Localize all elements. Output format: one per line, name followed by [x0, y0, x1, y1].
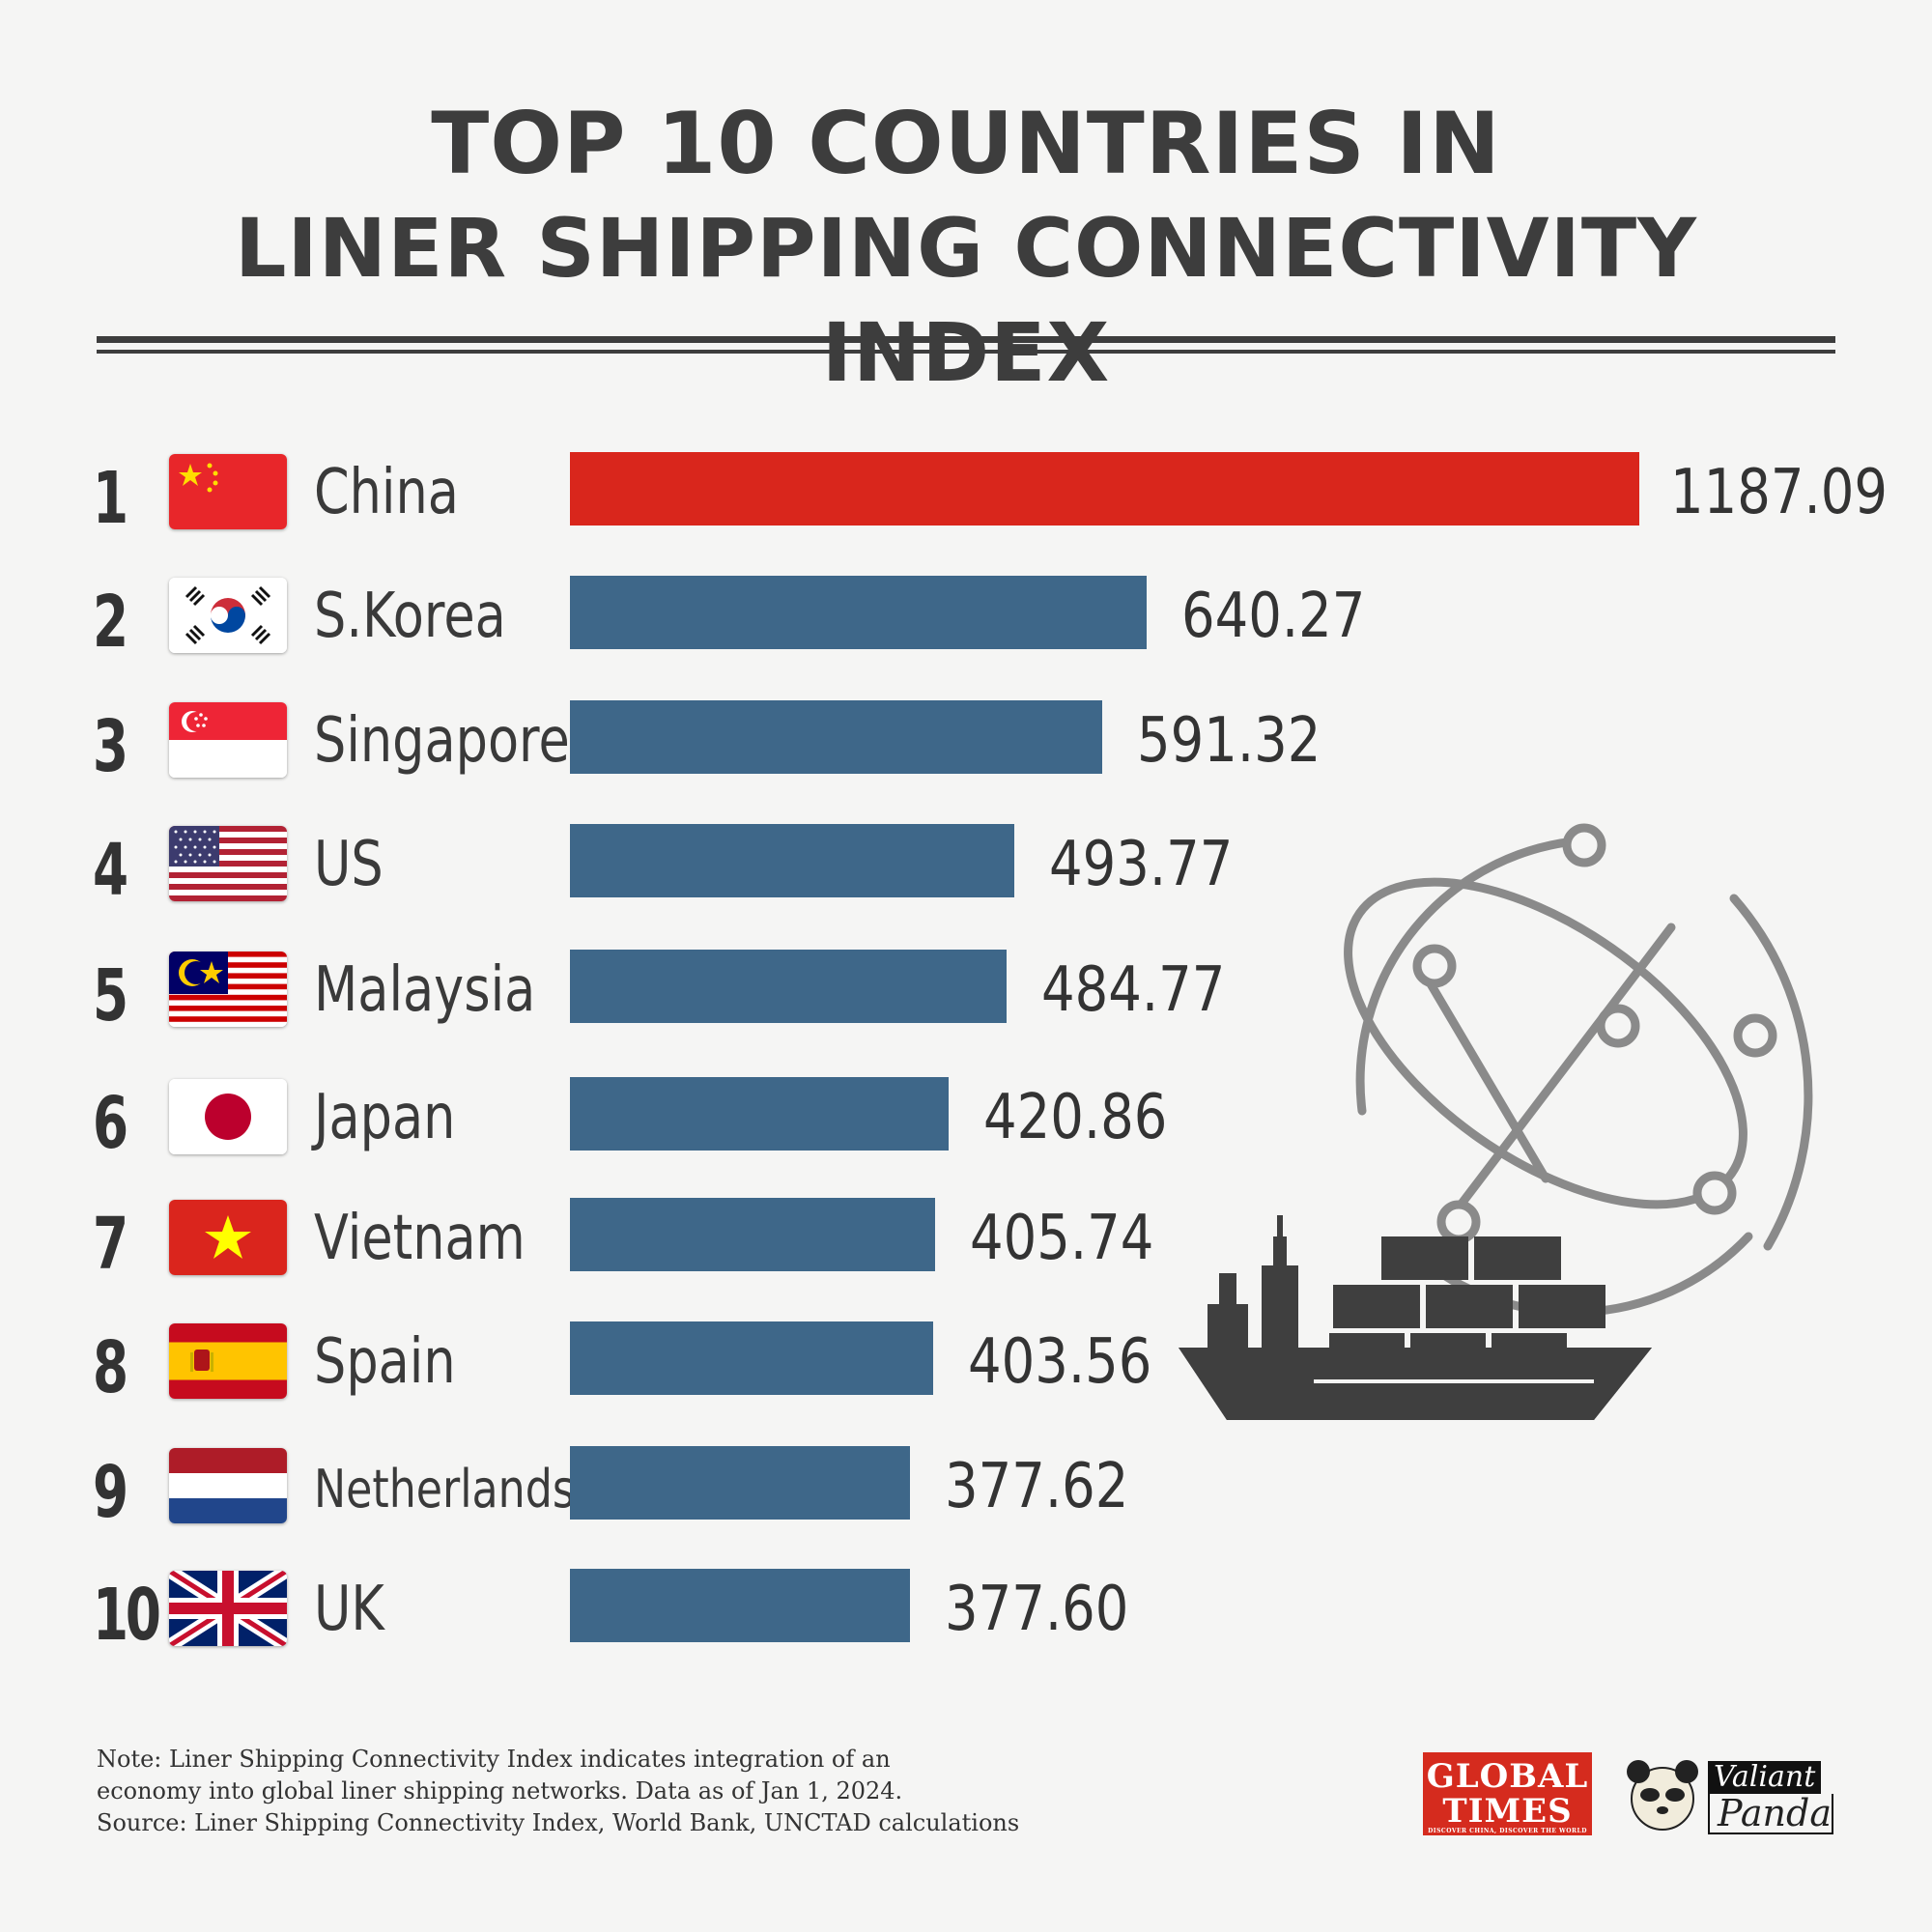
south-korea-flag	[169, 578, 287, 653]
title-line-2: LINER SHIPPING CONNECTIVITY INDEX	[235, 201, 1697, 400]
chart-row: 7 Vietnam 405.74	[0, 1195, 1932, 1286]
rank-label: 4	[93, 829, 128, 912]
rank-label: 3	[93, 705, 128, 788]
bar	[570, 1077, 949, 1151]
value-label: 493.77	[1049, 829, 1234, 900]
bar	[570, 1569, 910, 1642]
logo-times-text: TIMES	[1442, 1792, 1573, 1831]
chart-row: 9 Netherlands 377.62	[0, 1443, 1932, 1534]
global-times-logo: GLOBAL TIMES DISCOVER CHINA, DISCOVER TH…	[1423, 1752, 1592, 1835]
rank-label: 2	[93, 581, 128, 664]
category-label: Japan	[314, 1082, 456, 1153]
source-line: Source: Liner Shipping Connectivity Inde…	[97, 1809, 1020, 1836]
rank-label: 6	[93, 1082, 128, 1165]
panda-icon	[1627, 1760, 1698, 1831]
chart-row: 4 US 493.77	[0, 821, 1932, 912]
category-label: Spain	[314, 1326, 456, 1398]
us-flag	[169, 826, 287, 901]
cargo-ship-and-globe-icon	[1179, 823, 1813, 1420]
bar	[570, 824, 1014, 897]
category-label: US	[314, 829, 384, 900]
chart-row: 5 Malaysia 484.77	[0, 947, 1932, 1037]
category-label: Vietnam	[314, 1203, 526, 1274]
logo-global-text: GLOBAL	[1426, 1757, 1589, 1796]
rank-label: 8	[93, 1326, 128, 1409]
category-label: Netherlands	[314, 1459, 575, 1520]
value-label: 405.74	[970, 1203, 1154, 1274]
value-label: 1187.09	[1670, 457, 1888, 528]
netherlands-flag	[169, 1448, 287, 1523]
title-divider-thin	[97, 350, 1835, 354]
vietnam-flag	[169, 1200, 287, 1275]
logo-valiant-text: Valiant	[1708, 1761, 1822, 1794]
chart-row: 3 Singapore 591.32	[0, 697, 1932, 788]
value-label: 484.77	[1041, 954, 1226, 1026]
category-label: Singapore	[314, 705, 570, 777]
category-label: China	[314, 457, 459, 528]
category-label: UK	[314, 1574, 384, 1645]
logo-panda-text: Panda	[1708, 1794, 1833, 1834]
bar	[570, 950, 1007, 1023]
bar	[570, 1321, 933, 1395]
value-label: 403.56	[968, 1326, 1152, 1398]
chart-row: 8 Spain 403.56	[0, 1319, 1932, 1409]
chart-row: 1 China 1187.09	[0, 449, 1932, 540]
rank-label: 9	[93, 1451, 128, 1534]
category-label: S.Korea	[314, 581, 506, 652]
value-label: 377.60	[945, 1574, 1129, 1645]
chart-row: 6 Japan 420.86	[0, 1074, 1932, 1165]
footer-note: Note: Liner Shipping Connectivity Index …	[97, 1744, 1019, 1839]
valiant-panda-logo: Valiant Panda	[1708, 1761, 1833, 1834]
note-line-2: economy into global liner shipping netwo…	[97, 1777, 903, 1804]
chart-row: 10 UK 377.60	[0, 1566, 1932, 1657]
rank-label: 1	[93, 457, 128, 540]
note-line-1: Note: Liner Shipping Connectivity Index …	[97, 1746, 891, 1773]
rank-label: 5	[93, 954, 128, 1037]
chart-row: 2 S.Korea 640.27	[0, 573, 1932, 664]
title-line-1: TOP 10 COUNTRIES IN	[431, 94, 1501, 193]
rank-label: 7	[93, 1203, 128, 1286]
value-label: 377.62	[945, 1451, 1129, 1522]
chart-title: TOP 10 COUNTRIES IN LINER SHIPPING CONNE…	[97, 92, 1835, 405]
spain-flag	[169, 1323, 287, 1399]
title-divider-thick	[97, 336, 1835, 343]
bar	[570, 1198, 935, 1271]
value-label: 420.86	[983, 1082, 1168, 1153]
bar	[570, 576, 1147, 649]
singapore-flag	[169, 702, 287, 778]
bar	[570, 452, 1639, 526]
uk-flag	[169, 1571, 287, 1646]
category-label: Malaysia	[314, 954, 536, 1026]
value-label: 640.27	[1181, 581, 1366, 652]
china-flag	[169, 454, 287, 529]
bar	[570, 700, 1102, 774]
japan-flag	[169, 1079, 287, 1154]
logo-tagline: DISCOVER CHINA, DISCOVER THE WORLD	[1428, 1828, 1587, 1834]
bar	[570, 1446, 910, 1520]
value-label: 591.32	[1137, 705, 1321, 777]
rank-label: 10	[93, 1574, 161, 1657]
malaysia-flag	[169, 952, 287, 1027]
